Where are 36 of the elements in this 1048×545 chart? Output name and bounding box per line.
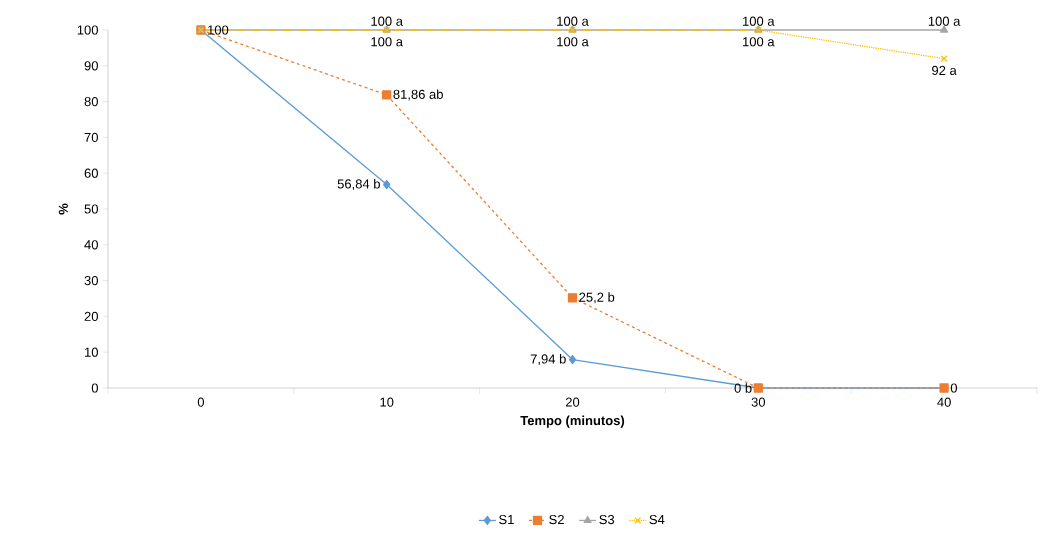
x-tick-label: 10 — [380, 397, 394, 407]
y-tick-label: 10 — [85, 347, 98, 357]
data-label: 0 — [950, 383, 957, 393]
data-label: 25,2 b — [579, 292, 615, 304]
data-label: 100 a — [557, 37, 589, 47]
y-tick-label: 50 — [84, 204, 98, 214]
y-tick-label: 70 — [84, 132, 98, 142]
legend-label: S3 — [599, 514, 615, 525]
y-tick-label: 80 — [84, 96, 98, 107]
y-tick-label: 0 — [91, 383, 98, 393]
x-axis-title: Tempo (minutos) — [520, 415, 625, 428]
y-axis-title: % — [58, 203, 68, 215]
data-label: 100 a — [557, 16, 589, 26]
data-label: 100 a — [371, 37, 403, 47]
y-tick-label: 60 — [84, 168, 98, 178]
data-label: 100 a — [371, 16, 403, 26]
legend-label: S4 — [649, 514, 665, 525]
y-tick-label: 20 — [84, 311, 98, 321]
data-label: 92 a — [932, 65, 957, 76]
data-label: 100 a — [743, 37, 775, 47]
y-tick-label: 40 — [84, 240, 98, 250]
data-label: 56,84 b — [337, 178, 380, 191]
data-label: 100 a — [743, 16, 775, 26]
data-label: 81,86 ab — [393, 89, 443, 101]
legend-label: S2 — [549, 514, 564, 525]
x-tick-label: 30 — [751, 397, 766, 407]
x-tick-label: 40 — [937, 397, 951, 407]
data-label: 100 — [208, 25, 229, 35]
data-label: 100 a — [928, 16, 961, 26]
y-tick-label: 100 — [77, 25, 98, 35]
y-tick-label: 90 — [84, 61, 98, 71]
data-label: 7,94 b — [530, 354, 566, 366]
x-tick-label: 0 — [197, 397, 205, 407]
legend-label: S1 — [499, 514, 514, 525]
x-tick-label: 20 — [565, 397, 580, 407]
y-tick-label: 30 — [84, 276, 98, 286]
